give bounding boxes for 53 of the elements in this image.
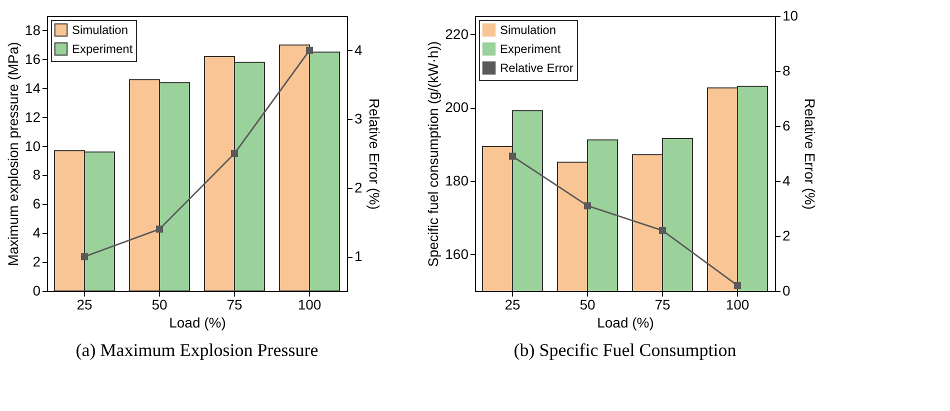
legend-label: Simulation <box>500 23 556 37</box>
point <box>306 46 314 54</box>
y2-tick-label: 8 <box>782 62 790 78</box>
y-tick-label: 14 <box>24 80 41 96</box>
point <box>508 152 516 160</box>
x-tick-label: 100 <box>298 296 322 312</box>
y-tick-label: 6 <box>32 196 41 212</box>
point <box>584 202 592 210</box>
legend-label: Experiment <box>500 42 562 56</box>
x-tick-label: 25 <box>504 296 520 312</box>
y2-tick-label: 0 <box>782 282 790 298</box>
y-axis-title: Maximum explosion pressure (MPa) <box>4 42 21 266</box>
x-axis-title: Load (%) <box>169 314 226 330</box>
y2-tick-label: 4 <box>782 172 790 188</box>
point <box>156 226 164 233</box>
text: (b) Specific Fuel Consumption <box>514 340 736 360</box>
y2-tick-label: 6 <box>782 118 790 134</box>
y-tick-label: 2 <box>32 254 41 270</box>
text: (a) Maximum Explosion Pressure <box>76 340 318 360</box>
y-tick-label: 0 <box>32 282 41 298</box>
x-axis-title: Load (%) <box>597 314 654 330</box>
y2-axis-title: Relative Error (%) <box>802 98 818 210</box>
legend-label: Relative Error <box>500 61 574 75</box>
point <box>80 253 88 260</box>
y-tick-label: 10 <box>24 138 41 154</box>
y2-tick-label: 4 <box>354 42 362 58</box>
x-tick-label: 75 <box>226 296 242 312</box>
y-tick-label: 8 <box>32 166 41 183</box>
point <box>734 282 742 290</box>
x-tick-label: 25 <box>76 296 92 312</box>
y2-tick-label: 10 <box>782 8 798 24</box>
y2-tick-label: 2 <box>782 228 790 244</box>
y-tick-label: 18 <box>24 22 41 38</box>
x-tick-label: 100 <box>726 296 750 312</box>
x-tick-label: 50 <box>580 296 596 312</box>
y2-tick-label: 3 <box>354 110 362 127</box>
x-tick-label: 50 <box>152 296 168 312</box>
y-tick-label: 160 <box>445 246 469 262</box>
y2-tick-label: 1 <box>354 248 362 264</box>
y-tick-label: 4 <box>32 224 41 241</box>
point <box>230 150 238 158</box>
y-tick-label: 12 <box>24 108 41 125</box>
legend-label: Simulation <box>72 23 128 37</box>
y2-tick-label: 2 <box>354 179 362 196</box>
legend-label: Experiment <box>72 42 134 56</box>
y-tick-label: 200 <box>445 99 469 116</box>
y-tick-label: 16 <box>24 50 41 67</box>
y2-axis-title: Relative Error (%) <box>366 98 382 210</box>
y-tick-label: 220 <box>445 26 469 42</box>
x-tick-label: 75 <box>654 296 670 312</box>
y-tick-label: 180 <box>445 172 469 188</box>
point <box>658 226 666 234</box>
y-axis-title: Specific fuel consumption (g/(kW·h)) <box>425 41 442 267</box>
